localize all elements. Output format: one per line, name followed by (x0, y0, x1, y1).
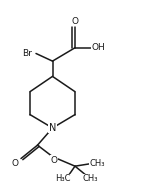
Text: CH₃: CH₃ (90, 159, 105, 168)
Text: CH₃: CH₃ (82, 174, 98, 183)
Text: N: N (49, 123, 56, 133)
Text: OH: OH (91, 43, 105, 52)
Text: O: O (12, 159, 18, 168)
Text: O: O (51, 156, 57, 165)
Text: Br: Br (22, 49, 32, 58)
Text: O: O (72, 16, 78, 26)
Text: H₃C: H₃C (55, 174, 71, 183)
